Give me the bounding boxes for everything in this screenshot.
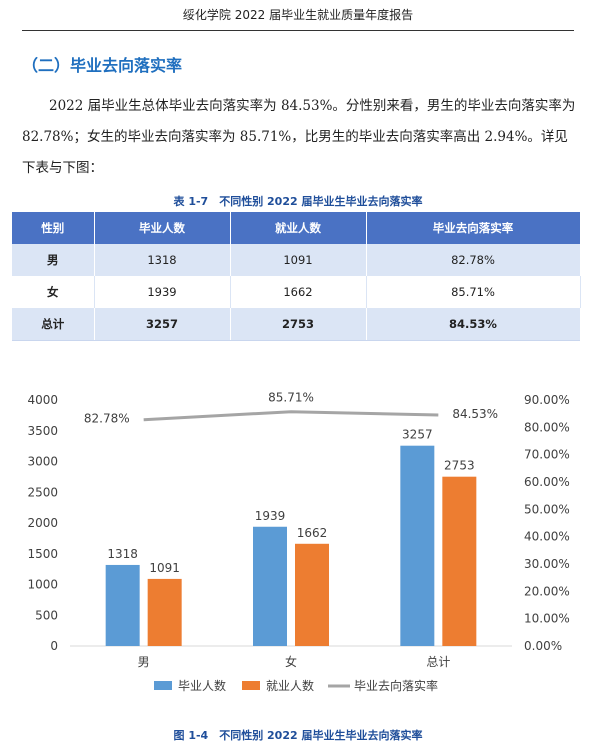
- y-right-tick-label: 80.00%: [524, 420, 570, 434]
- y-left-tick-label: 3000: [27, 455, 58, 469]
- table-cell: 82.78%: [366, 244, 581, 276]
- section-title: （二）毕业去向落实率: [22, 56, 183, 75]
- y-left-tick-label: 2500: [27, 485, 58, 499]
- bar: [295, 543, 329, 646]
- y-right-tick-label: 40.00%: [524, 530, 570, 544]
- table-header-row: 性别 毕业人数 就业人数 毕业去向落实率: [12, 212, 581, 244]
- legend-swatch: [154, 681, 172, 690]
- table-cell: 1091: [230, 244, 367, 276]
- table-cell: 总计: [12, 308, 95, 340]
- y-right-tick-label: 70.00%: [524, 448, 570, 462]
- table-cell: 85.71%: [366, 276, 581, 308]
- bar: [442, 476, 477, 646]
- y-left-tick-label: 0: [50, 639, 58, 653]
- table-cell: 2753: [230, 308, 367, 340]
- table-row: 男 1318 1091 82.78%: [12, 244, 581, 276]
- bar-data-label: 1939: [255, 509, 286, 523]
- bar-data-label: 2753: [444, 459, 475, 473]
- bar-data-label: 1318: [107, 547, 138, 561]
- table-cell: 1318: [94, 244, 231, 276]
- bar-data-label: 1091: [149, 561, 180, 575]
- y-left-tick-label: 1500: [27, 547, 58, 561]
- header-rule: [22, 30, 574, 31]
- figure-caption: 图 1-4 不同性别 2022 届毕业生毕业去向落实率: [173, 729, 423, 742]
- placement-rate-chart: 0 500 1000 1500 2000 2500 3000 3500 4000 0.00% 10.…: [27, 391, 570, 693]
- bar: [253, 526, 287, 646]
- legend-label: 毕业去向落实率: [354, 678, 438, 693]
- x-tick-label: 女: [285, 654, 297, 669]
- x-tick-label: 总计: [426, 655, 450, 669]
- y-left-tick-label: 1000: [27, 578, 58, 592]
- line-data-label: 82.78%: [84, 412, 130, 426]
- table-cell: 女: [12, 276, 95, 308]
- bar-data-label: 3257: [402, 428, 433, 442]
- table-row: 女 1939 1662 85.71%: [12, 276, 581, 308]
- y-left-tick-label: 4000: [27, 393, 58, 407]
- line-data-label: 84.53%: [452, 407, 498, 421]
- y-right-tick-label: 10.00%: [524, 612, 570, 626]
- bar: [147, 578, 182, 646]
- y-right-tick-label: 50.00%: [524, 502, 570, 516]
- table-caption: 表 1-7 不同性别 2022 届毕业生毕业去向落实率: [173, 195, 423, 208]
- table-row-total: 总计 3257 2753 84.53%: [12, 308, 581, 340]
- table-cell: 1939: [94, 276, 231, 308]
- y-right-tick-label: 20.00%: [524, 584, 570, 598]
- placement-rate-table: 性别 毕业人数 就业人数 毕业去向落实率 男 1318 1091 82.78% …: [12, 212, 581, 340]
- y-left-tick-label: 2000: [27, 516, 58, 530]
- table-header-employed: 就业人数: [230, 212, 367, 244]
- legend-label: 毕业人数: [178, 678, 226, 693]
- y-right-tick-label: 0.00%: [524, 639, 562, 653]
- table-cell: 3257: [94, 308, 231, 340]
- page-header: 绥化学院 2022 届毕业生就业质量年度报告: [182, 8, 414, 22]
- bar: [105, 564, 140, 646]
- table-bottom-rule: [12, 340, 580, 341]
- bar-data-label: 1662: [297, 526, 328, 540]
- table-header-graduates: 毕业人数: [94, 212, 231, 244]
- line-series: [143, 410, 439, 422]
- bar: [400, 445, 435, 646]
- legend-swatch: [242, 681, 260, 690]
- y-right-tick-label: 60.00%: [524, 475, 570, 489]
- table-cell: 男: [12, 244, 95, 276]
- y-left-tick-label: 500: [35, 608, 58, 622]
- table-header-gender: 性别: [12, 212, 95, 244]
- table-cell: 84.53%: [366, 308, 581, 340]
- table-cell: 1662: [230, 276, 367, 308]
- table-header-rate: 毕业去向落实率: [366, 212, 581, 244]
- y-left-tick-label: 3500: [27, 424, 58, 438]
- y-right-tick-label: 30.00%: [524, 557, 570, 571]
- legend-label: 就业人数: [266, 678, 314, 693]
- line-data-label: 85.71%: [268, 391, 314, 405]
- x-tick-label: 男: [138, 655, 150, 669]
- body-paragraph: 2022 届毕业生总体毕业去向落实率为 84.53%。分性别来看，男生的毕业去向…: [22, 98, 576, 176]
- y-right-tick-label: 90.00%: [524, 393, 570, 407]
